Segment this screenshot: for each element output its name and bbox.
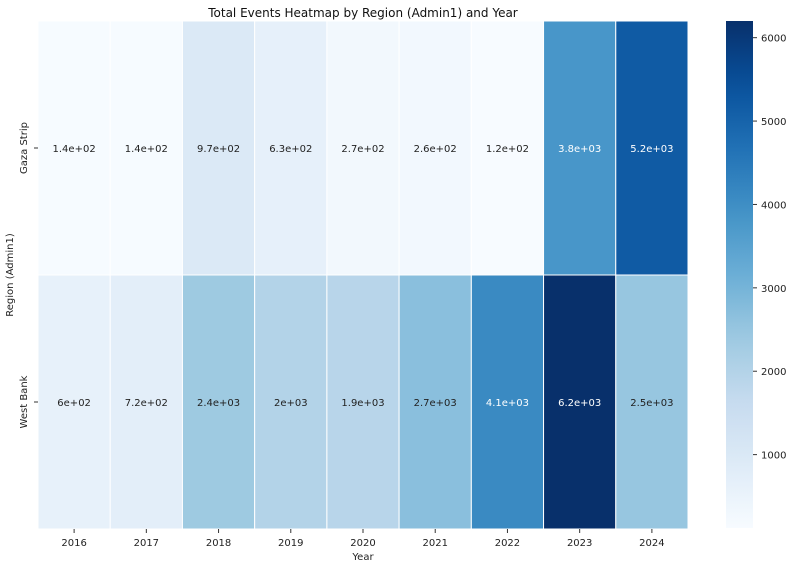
y-axis-ticks: Gaza Strip West Bank bbox=[19, 122, 38, 428]
heatmap-cell bbox=[326, 274, 400, 530]
cell-value-label: 2.7e+02 bbox=[341, 144, 384, 155]
x-tick-label: 2017 bbox=[134, 538, 159, 549]
colorbar-tick-label: 5000 bbox=[761, 117, 786, 128]
colorbar-tick-label: 6000 bbox=[761, 34, 786, 45]
heatmap-cell bbox=[326, 20, 400, 276]
cell-value-label: 4.1e+03 bbox=[486, 398, 529, 409]
heatmap-cell bbox=[543, 20, 617, 276]
cell-value-label: 6.2e+03 bbox=[558, 398, 601, 409]
colorbar-tick-label: 4000 bbox=[761, 200, 786, 211]
heatmap-cell bbox=[254, 20, 328, 276]
heatmap-cell bbox=[543, 274, 617, 530]
x-tick-label: 2021 bbox=[422, 538, 447, 549]
cell-value-label: 3.8e+03 bbox=[558, 144, 601, 155]
colorbar-ticks: 1000 2000 3000 4000 5000 6000 bbox=[753, 34, 786, 462]
x-tick-label: 2022 bbox=[495, 538, 520, 549]
cell-value-label: 2.7e+03 bbox=[414, 398, 457, 409]
colorbar bbox=[726, 21, 753, 528]
heatmap-cells: 1.4e+02 1.4e+02 9.7e+02 6.3e+02 2.7e+02 2.6e+… bbox=[37, 20, 689, 530]
cell-value-label: 1.4e+02 bbox=[125, 144, 168, 155]
chart-title: Total Events Heatmap by Region (Admin1) … bbox=[207, 6, 518, 20]
x-tick-label: 2016 bbox=[61, 538, 86, 549]
heatmap-cell bbox=[398, 274, 472, 530]
cell-value-label: 6e+02 bbox=[57, 398, 91, 409]
cell-value-label: 2.6e+02 bbox=[414, 144, 457, 155]
cell-value-label: 1.2e+02 bbox=[486, 144, 529, 155]
y-axis-label: Region (Admin1) bbox=[5, 233, 16, 317]
colorbar-tick-label: 3000 bbox=[761, 284, 786, 295]
x-tick-label: 2019 bbox=[278, 538, 303, 549]
heatmap-cell bbox=[470, 274, 545, 530]
heatmap-cell bbox=[398, 20, 472, 276]
cell-value-label: 5.2e+03 bbox=[630, 144, 673, 155]
heatmap-cell bbox=[109, 20, 183, 276]
x-tick-label: 2023 bbox=[567, 538, 592, 549]
x-tick-label: 2024 bbox=[639, 538, 664, 549]
heatmap-cell bbox=[181, 274, 256, 530]
cell-value-label: 1.4e+02 bbox=[53, 144, 96, 155]
heatmap-cell bbox=[615, 274, 689, 530]
heatmap-cell bbox=[37, 20, 111, 276]
colorbar-tick-label: 1000 bbox=[761, 451, 786, 462]
y-tick-label: Gaza Strip bbox=[19, 122, 30, 174]
x-tick-label: 2020 bbox=[350, 538, 375, 549]
cell-value-label: 2.4e+03 bbox=[197, 398, 240, 409]
cell-value-label: 2e+03 bbox=[274, 398, 308, 409]
cell-value-label: 2.5e+03 bbox=[630, 398, 673, 409]
heatmap-cell bbox=[37, 274, 111, 530]
cell-value-label: 6.3e+02 bbox=[269, 144, 312, 155]
x-tick-label: 2018 bbox=[206, 538, 231, 549]
x-axis-label: Year bbox=[351, 552, 374, 563]
cell-value-label: 9.7e+02 bbox=[197, 144, 240, 155]
colorbar-tick-label: 2000 bbox=[761, 367, 786, 378]
cell-value-label: 1.9e+03 bbox=[341, 398, 384, 409]
cell-value-label: 7.2e+02 bbox=[125, 398, 168, 409]
y-tick-label: West Bank bbox=[19, 375, 30, 428]
x-axis-ticks: 2016 2017 2018 2019 2020 2021 2022 2023 2024 bbox=[61, 529, 665, 549]
heatmap-cell bbox=[254, 274, 328, 530]
heatmap-cell bbox=[181, 20, 256, 276]
